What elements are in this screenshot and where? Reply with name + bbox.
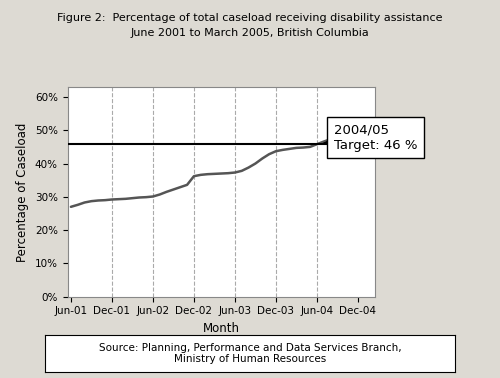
Text: Source: Planning, Performance and Data Services Branch,
Ministry of Human Resour: Source: Planning, Performance and Data S… [98, 342, 402, 364]
X-axis label: Month: Month [203, 322, 240, 335]
Text: 2004/05
Target: 46 %: 2004/05 Target: 46 % [324, 124, 418, 152]
Text: June 2001 to March 2005, British Columbia: June 2001 to March 2005, British Columbi… [130, 28, 370, 38]
Text: Figure 2:  Percentage of total caseload receiving disability assistance: Figure 2: Percentage of total caseload r… [57, 13, 443, 23]
Y-axis label: Percentage of Caseload: Percentage of Caseload [16, 122, 29, 262]
